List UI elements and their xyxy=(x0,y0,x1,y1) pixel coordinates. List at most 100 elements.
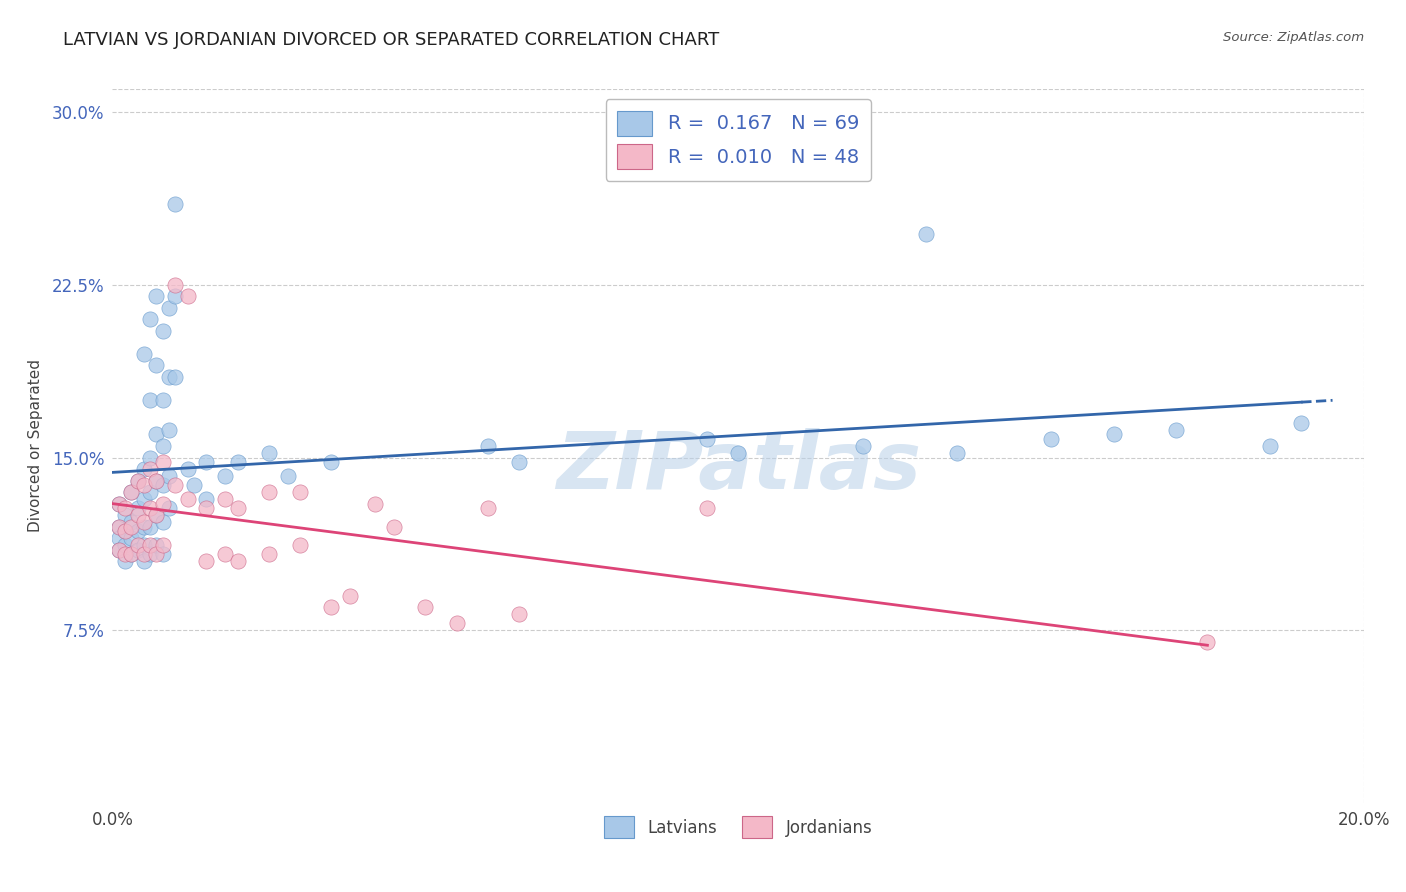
Point xyxy=(163,289,186,303)
Point xyxy=(152,547,174,561)
Point xyxy=(145,474,167,488)
Point xyxy=(120,485,142,500)
Point xyxy=(214,491,236,506)
Point xyxy=(107,531,129,545)
Point xyxy=(1197,634,1219,648)
Point xyxy=(152,324,174,338)
Point xyxy=(107,497,129,511)
Point xyxy=(339,589,361,603)
Point xyxy=(139,485,162,500)
Point xyxy=(107,542,129,557)
Point xyxy=(152,515,174,529)
Point xyxy=(1258,439,1281,453)
Point xyxy=(157,501,180,516)
Point xyxy=(257,547,280,561)
Point xyxy=(120,547,142,561)
Point xyxy=(163,370,186,384)
Point xyxy=(508,607,530,621)
Point xyxy=(114,508,136,522)
Point xyxy=(145,508,167,522)
Point xyxy=(696,432,718,446)
Point xyxy=(145,289,167,303)
Point xyxy=(139,547,162,561)
Point xyxy=(127,474,149,488)
Point xyxy=(214,469,236,483)
Point xyxy=(145,547,167,561)
Point xyxy=(852,439,875,453)
Point xyxy=(145,427,167,442)
Point xyxy=(127,474,149,488)
Point xyxy=(290,485,312,500)
Point xyxy=(132,347,155,361)
Point xyxy=(382,519,405,533)
Point xyxy=(139,392,162,407)
Point xyxy=(114,538,136,552)
Point xyxy=(152,497,174,511)
Point xyxy=(145,474,167,488)
Point xyxy=(107,542,129,557)
Point xyxy=(290,538,312,552)
Point xyxy=(114,501,136,516)
Point xyxy=(152,478,174,492)
Point xyxy=(214,547,236,561)
Point xyxy=(152,455,174,469)
Point xyxy=(132,554,155,568)
Point xyxy=(321,600,343,615)
Point xyxy=(364,497,387,511)
Point xyxy=(1102,427,1125,442)
Text: LATVIAN VS JORDANIAN DIVORCED OR SEPARATED CORRELATION CHART: LATVIAN VS JORDANIAN DIVORCED OR SEPARAT… xyxy=(63,31,720,49)
Point xyxy=(152,538,174,552)
Point xyxy=(415,600,437,615)
Point xyxy=(132,491,155,506)
Point xyxy=(195,491,218,506)
Point xyxy=(107,497,129,511)
Point xyxy=(477,439,499,453)
Legend: Latvians, Jordanians: Latvians, Jordanians xyxy=(598,810,879,845)
Point xyxy=(157,423,180,437)
Point xyxy=(946,446,969,460)
Point xyxy=(152,392,174,407)
Point xyxy=(114,547,136,561)
Point xyxy=(257,446,280,460)
Point xyxy=(120,485,142,500)
Y-axis label: Divorced or Separated: Divorced or Separated xyxy=(28,359,44,533)
Point xyxy=(257,485,280,500)
Text: Source: ZipAtlas.com: Source: ZipAtlas.com xyxy=(1223,31,1364,45)
Point xyxy=(157,469,180,483)
Point xyxy=(145,538,167,552)
Point xyxy=(132,538,155,552)
Point xyxy=(176,462,198,476)
Point xyxy=(176,491,198,506)
Point xyxy=(120,547,142,561)
Point xyxy=(127,524,149,538)
Point xyxy=(114,524,136,538)
Point xyxy=(120,531,142,545)
Point xyxy=(107,519,129,533)
Point xyxy=(157,301,180,315)
Point xyxy=(477,501,499,516)
Point xyxy=(145,359,167,373)
Point xyxy=(321,455,343,469)
Point xyxy=(195,554,218,568)
Point xyxy=(727,446,749,460)
Point xyxy=(132,519,155,533)
Point xyxy=(139,501,162,516)
Point xyxy=(277,469,299,483)
Point xyxy=(107,519,129,533)
Point xyxy=(183,478,205,492)
Point xyxy=(157,370,180,384)
Point xyxy=(163,478,186,492)
Point xyxy=(139,538,162,552)
Point xyxy=(127,501,149,516)
Point xyxy=(127,508,149,522)
Point xyxy=(163,197,186,211)
Point xyxy=(446,616,468,631)
Point xyxy=(1291,416,1313,430)
Point xyxy=(132,478,155,492)
Point xyxy=(114,554,136,568)
Point xyxy=(915,227,938,242)
Point xyxy=(195,455,218,469)
Point xyxy=(1166,423,1188,437)
Point xyxy=(508,455,530,469)
Point xyxy=(132,462,155,476)
